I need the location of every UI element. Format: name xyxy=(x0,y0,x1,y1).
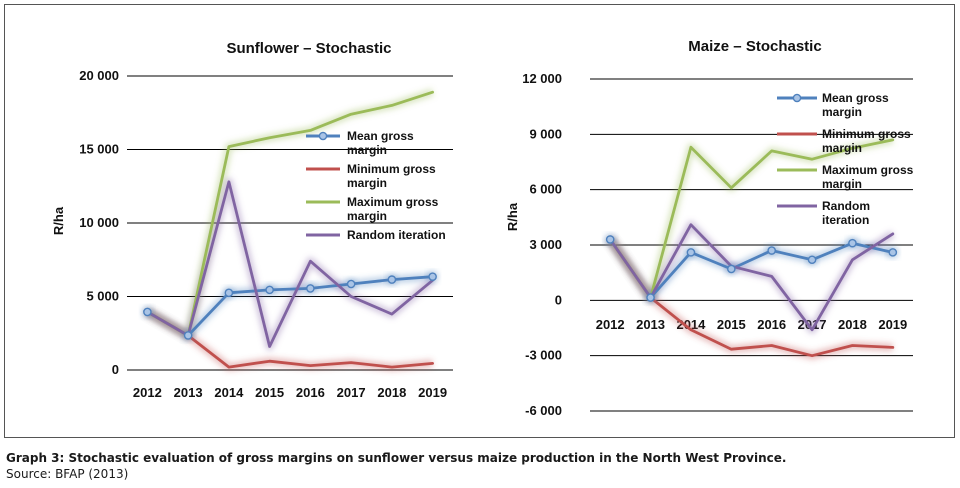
legend-label: Random iteration xyxy=(347,228,446,242)
x-tick-label: 2019 xyxy=(878,317,907,332)
y-tick-label: -3 000 xyxy=(525,348,562,363)
legend-marker xyxy=(792,93,802,103)
x-tick-label: 2014 xyxy=(214,385,244,400)
data-point xyxy=(306,284,315,293)
x-tick-label: 2012 xyxy=(596,317,625,332)
legend-label: Maximum gross xyxy=(347,195,439,209)
series-line-maximum-gross-margin xyxy=(608,138,895,300)
series-line-mean-gross-margin xyxy=(608,238,895,300)
data-point xyxy=(767,246,776,255)
x-tick-label: 2015 xyxy=(255,385,284,400)
legend-label: margin xyxy=(822,177,862,191)
data-point xyxy=(605,235,615,244)
chart-title: Maize – Stochastic xyxy=(688,38,821,55)
y-tick-label: 5 000 xyxy=(86,289,119,304)
data-point xyxy=(646,293,655,302)
y-tick-label: 9 000 xyxy=(529,126,562,141)
sunflower-chart-panel: Sunflower – Stochastic 0 5 000 10 000 15 000… xyxy=(23,5,479,437)
y-tick-label: 0 xyxy=(112,362,119,377)
series-group xyxy=(604,135,899,360)
data-point xyxy=(265,285,274,295)
y-axis-title: R/ha xyxy=(51,206,66,235)
data-point xyxy=(183,331,193,340)
chart-title: Sunflower – Stochastic xyxy=(226,40,391,57)
series-line-maximum-gross-margin xyxy=(146,90,435,337)
legend-label: Random xyxy=(822,199,870,213)
y-tick-label: 3 000 xyxy=(529,237,562,252)
x-tick-label: 2016 xyxy=(757,317,786,332)
data-point xyxy=(224,288,234,298)
x-tick-label: 2018 xyxy=(377,385,406,400)
legend-label: Minimum gross xyxy=(822,127,911,141)
data-point xyxy=(807,255,817,265)
legend-label: margin xyxy=(347,209,387,223)
x-tick-label: 2018 xyxy=(838,317,867,332)
series-group xyxy=(141,88,439,372)
x-tick-label: 2017 xyxy=(337,385,366,400)
y-tick-label: 12 000 xyxy=(522,71,562,86)
figure-source: Source: BFAP (2013) xyxy=(6,467,129,481)
data-point xyxy=(848,238,857,248)
y-tick-label: 6 000 xyxy=(529,182,562,197)
y-tick-label: 0 xyxy=(555,292,562,307)
legend-label: margin xyxy=(347,176,387,190)
series-line-mean-gross-margin xyxy=(146,275,435,337)
series-line-minimum-gross-margin xyxy=(146,310,435,369)
x-tick-label: 2012 xyxy=(133,385,162,400)
data-point xyxy=(143,307,152,317)
figure-caption: Graph 3: Stochastic evaluation of gross … xyxy=(6,451,787,465)
maize-chart: Maize – Stochastic -6 000 -3 000 0 3 000 6 00… xyxy=(505,38,914,418)
x-tick-label: 2015 xyxy=(717,317,746,332)
data-point xyxy=(346,279,356,289)
legend-label: Mean gross xyxy=(347,129,414,143)
sunflower-chart: Sunflower – Stochastic 0 5 000 10 000 15 000… xyxy=(51,40,453,400)
legend-label: margin xyxy=(822,105,862,119)
series-line-random-iteration xyxy=(146,180,435,348)
x-tick-label: 2016 xyxy=(296,385,325,400)
series-line-minimum-gross-margin xyxy=(608,238,895,358)
legend-label: iteration xyxy=(822,213,869,227)
x-tick-label: 2013 xyxy=(636,317,665,332)
data-point xyxy=(387,275,397,284)
legend-label: margin xyxy=(347,143,387,157)
y-tick-label: 20 000 xyxy=(79,68,119,83)
x-tick-label: 2019 xyxy=(418,385,447,400)
y-axis-title: R/ha xyxy=(505,202,520,231)
y-tick-label: 10 000 xyxy=(79,215,119,230)
legend-label: Minimum gross xyxy=(347,162,436,176)
legend-label: Maximum gross xyxy=(822,163,914,177)
data-point xyxy=(428,272,437,281)
y-tick-label: 15 000 xyxy=(79,142,119,157)
data-point xyxy=(888,248,898,257)
data-point xyxy=(686,248,696,257)
legend-label: Mean gross xyxy=(822,91,889,105)
figure-frame: Sunflower – Stochastic 0 5 000 10 000 15 000… xyxy=(4,4,955,438)
y-tick-label: -6 000 xyxy=(525,403,562,418)
x-tick-label: 2013 xyxy=(174,385,203,400)
maize-chart-panel: Maize – Stochastic -6 000 -3 000 0 3 000 6 00… xyxy=(495,5,940,437)
legend-label: margin xyxy=(822,141,862,155)
legend-entry-random-iteration: Random iteration xyxy=(306,228,446,242)
data-point xyxy=(727,264,736,274)
legend-marker xyxy=(318,131,328,141)
series-line-random-iteration xyxy=(608,223,895,332)
